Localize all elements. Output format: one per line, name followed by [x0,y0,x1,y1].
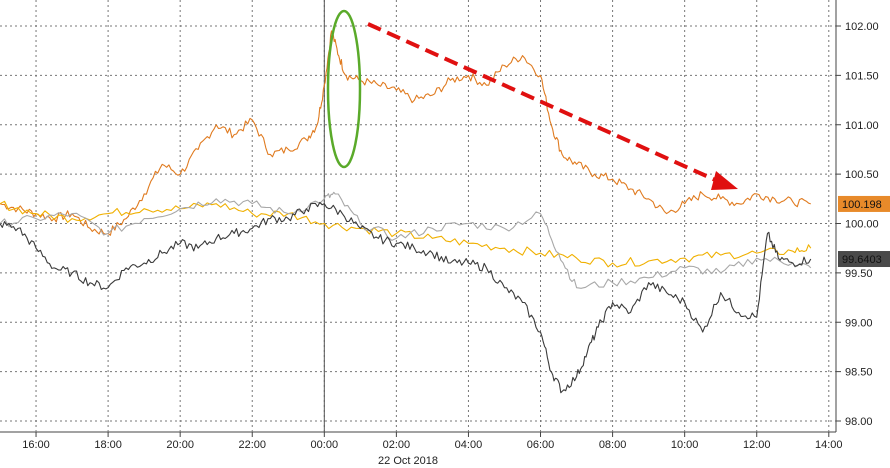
trend-arrow-shaft [367,22,723,185]
x-tick-label: 18:00 [94,439,122,451]
chart-grid [0,0,836,433]
y-tick-label: 99.50 [845,268,873,280]
x-tick-label: 22:00 [238,439,266,451]
y-tick-label: 100.00 [845,219,879,231]
y-tick-label: 98.50 [845,367,873,379]
x-axis: 16:00 18:00 20:00 22:00 00:00 02:00 04:00 06:00… [22,432,843,451]
series-line-2 [0,191,812,289]
x-tick-label: 02:00 [383,439,411,451]
y-tick-label: 101.50 [845,70,879,82]
x-axis-date-label: 22 Oct 2018 [378,455,438,467]
last-value-tag-bg [838,195,890,212]
last-value-tag-bg [838,251,890,268]
series-line-1 [0,200,812,268]
trend-arrow-head [711,171,738,190]
x-tick-label: 20:00 [166,439,194,451]
series-line-3 [0,201,812,394]
x-tick-label: 12:00 [743,439,771,451]
series-line-0 [0,30,811,236]
last-value-tag-label: 100.198 [842,199,882,211]
y-tick-label: 101.00 [845,120,879,132]
x-tick-label: 00:00 [311,439,339,451]
x-tick-label: 14:00 [815,439,843,451]
x-tick-label: 16:00 [22,439,50,451]
y-tick-label: 99.00 [845,317,873,329]
last-value-tags: 100.198 99.6403 [838,195,890,268]
x-tick-label: 10:00 [671,439,699,451]
last-value-tag-label: 99.6403 [842,254,882,266]
highlight-ellipse [326,9,362,169]
x-tick-label: 06:00 [527,439,555,451]
x-tick-label: 04:00 [455,439,483,451]
chart-series-group [0,30,812,394]
y-axis-right: 98.00 98.50 99.00 99.50 100.00 100.50 101.00 10… [835,0,879,432]
chart-annotations [326,9,738,190]
y-tick-label: 102.00 [845,21,879,33]
x-tick-label: 08:00 [599,439,627,451]
y-tick-label: 98.00 [845,416,873,428]
y-tick-label: 100.50 [845,169,879,181]
